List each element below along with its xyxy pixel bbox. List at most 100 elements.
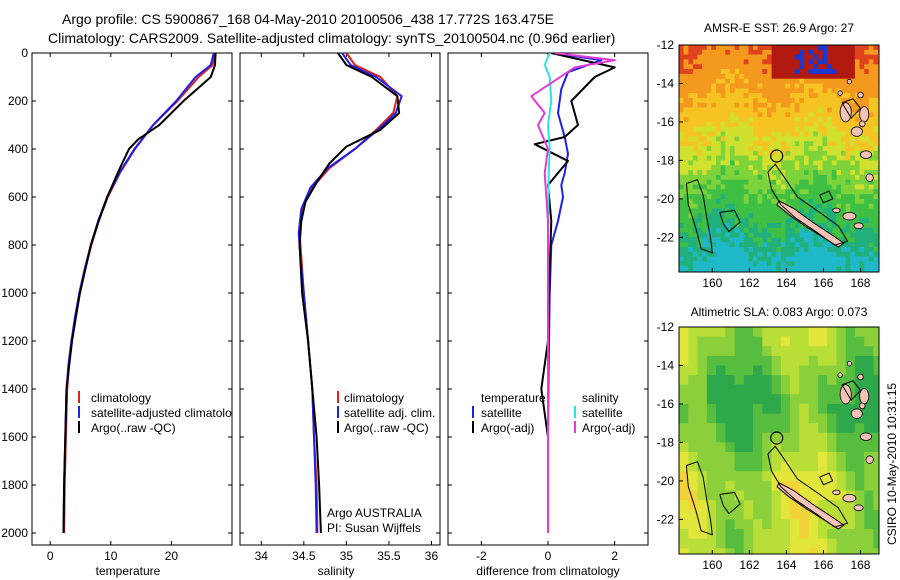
map-cell xyxy=(711,141,717,147)
map-cell xyxy=(822,54,828,60)
sla-map-title: Altimetric SLA: 0.083 Argo: 0.073 xyxy=(691,305,868,319)
map-cell xyxy=(864,141,870,147)
map-cell xyxy=(868,266,874,272)
map-cell xyxy=(836,146,842,152)
map-cell xyxy=(813,242,819,248)
map-cell xyxy=(716,548,726,554)
map-cell xyxy=(688,261,694,267)
map-cell xyxy=(799,355,810,367)
x-tick-label: 35 xyxy=(340,549,354,563)
map-cell xyxy=(771,500,782,511)
map-cell xyxy=(799,208,805,214)
lat-tick-label: -22 xyxy=(657,512,675,526)
legend-label-salinity-argo: Argo(-adj) xyxy=(582,421,635,435)
map-cell xyxy=(743,179,749,186)
map-cell xyxy=(873,227,879,234)
map-cell xyxy=(776,112,782,118)
map-cell xyxy=(827,88,833,94)
map-cell xyxy=(868,112,874,118)
map-cell xyxy=(780,394,791,405)
map-cell xyxy=(854,471,865,482)
map-cell xyxy=(711,136,717,142)
map-cell xyxy=(780,237,787,243)
map-cell xyxy=(683,247,689,253)
map-cell xyxy=(822,83,828,89)
map-cell xyxy=(817,355,828,367)
map-cell xyxy=(688,203,694,210)
map-cell xyxy=(808,256,814,262)
map-cell xyxy=(753,184,759,190)
map-cell xyxy=(799,174,805,181)
map-cell xyxy=(859,88,865,94)
map-cell xyxy=(762,237,768,243)
map-cell xyxy=(794,184,800,190)
map-cell xyxy=(854,480,865,492)
map-cell xyxy=(841,78,847,85)
map-cell xyxy=(831,232,837,238)
map-cell xyxy=(780,365,791,376)
map-cell xyxy=(688,365,699,376)
map-cell xyxy=(822,121,828,128)
map-cell xyxy=(771,126,777,133)
map-cell xyxy=(827,174,833,181)
map-cell xyxy=(720,83,726,89)
map-cell xyxy=(748,218,754,224)
map-cell xyxy=(771,529,782,540)
map-cell xyxy=(827,141,833,147)
map-cell xyxy=(720,59,726,65)
map-cell xyxy=(859,64,865,70)
map-cell xyxy=(720,165,726,171)
map-cell xyxy=(873,73,879,80)
map-cell xyxy=(817,117,824,123)
map-cell xyxy=(762,336,773,347)
map-cell xyxy=(776,174,782,181)
sst-map xyxy=(679,45,879,272)
map-cell xyxy=(762,213,768,219)
map-cell xyxy=(771,375,782,386)
map-cell xyxy=(845,170,851,176)
map-cell xyxy=(697,227,703,234)
map-cell xyxy=(785,174,791,181)
map-cell xyxy=(697,165,703,171)
map-cell xyxy=(692,218,699,224)
map-cell xyxy=(794,69,800,75)
map-cell xyxy=(836,107,842,113)
map-cell xyxy=(854,194,861,200)
map-cell xyxy=(679,452,689,463)
map-cell xyxy=(873,256,879,262)
map-cell xyxy=(873,432,879,443)
map-cell xyxy=(688,150,694,157)
island xyxy=(859,106,870,123)
map-cell xyxy=(767,126,773,133)
map-cell xyxy=(692,88,699,94)
map-cell xyxy=(753,471,763,482)
map-cell xyxy=(711,247,717,253)
map-cell xyxy=(808,150,814,157)
map-cell xyxy=(702,54,708,60)
map-cell xyxy=(799,247,805,253)
map-cell xyxy=(743,102,749,109)
map-cell xyxy=(692,93,699,99)
map-cell xyxy=(864,73,870,80)
map-cell xyxy=(706,73,712,80)
map-cell xyxy=(817,442,828,453)
map-cell xyxy=(753,519,763,530)
map-cell xyxy=(702,136,708,142)
map-cell xyxy=(688,232,694,238)
map-cell xyxy=(785,54,791,60)
map-cell xyxy=(868,83,874,89)
map-cell xyxy=(794,107,800,113)
map-cell xyxy=(734,73,740,80)
map-cell xyxy=(785,218,791,224)
map-cell xyxy=(854,413,865,424)
map-cell xyxy=(734,107,740,113)
map-cell xyxy=(780,107,787,113)
map-cell xyxy=(813,69,819,75)
map-cell xyxy=(827,452,837,463)
map-cell xyxy=(688,403,699,415)
map-cell xyxy=(716,184,722,190)
map-cell xyxy=(813,112,819,118)
map-cell xyxy=(729,83,736,89)
map-cell xyxy=(859,251,865,258)
map-cell xyxy=(822,256,828,262)
